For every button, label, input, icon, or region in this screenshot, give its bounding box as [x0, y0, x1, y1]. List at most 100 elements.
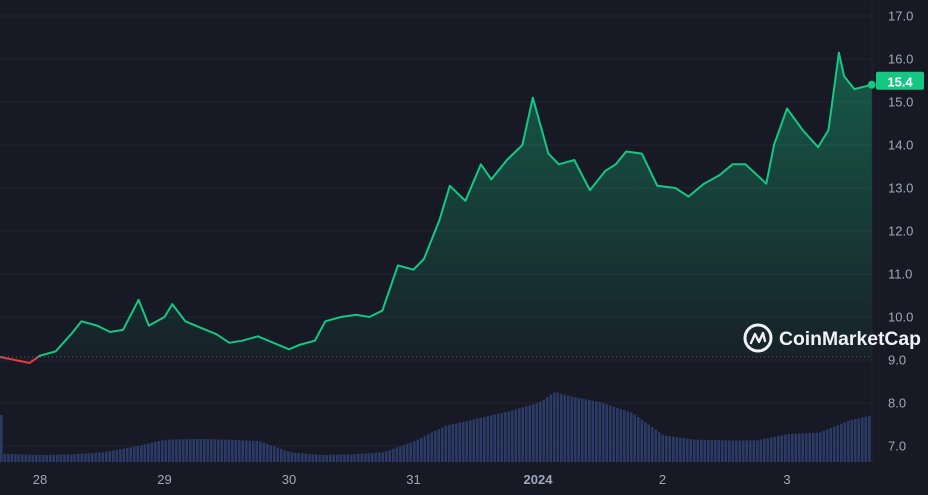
volume-bar: [714, 440, 717, 462]
volume-bar: [178, 439, 182, 462]
volume-bar: [423, 436, 427, 462]
volume-bar: [290, 452, 294, 462]
volume-bar: [241, 440, 245, 462]
volume-bar: [672, 436, 675, 462]
volume-bar: [707, 439, 710, 462]
volume-bar: [654, 429, 658, 462]
volume-bar: [276, 447, 280, 462]
volume-bar: [280, 448, 283, 462]
volume-bar: [868, 415, 871, 462]
volume-bar: [668, 436, 672, 462]
volume-bar: [546, 397, 549, 462]
volume-bar: [329, 454, 332, 462]
volume-bar: [556, 392, 560, 462]
volume-bar: [465, 420, 469, 462]
volume-bar: [196, 438, 199, 462]
volume-bar: [616, 407, 619, 462]
volume-bar: [805, 433, 808, 462]
volume-bar: [350, 454, 353, 462]
volume-bar: [185, 439, 189, 462]
volume-bar: [427, 434, 430, 462]
volume-bar: [35, 454, 38, 462]
volume-bar: [798, 433, 801, 462]
volume-bar: [742, 440, 745, 462]
volume-bar: [595, 401, 598, 462]
volume-bar: [381, 452, 385, 462]
volume-bar: [84, 453, 87, 462]
volume-bar: [91, 452, 94, 462]
volume-bar: [297, 452, 301, 462]
volume-bar: [0, 415, 3, 462]
volume-bar: [633, 414, 637, 462]
volume-bar: [266, 443, 269, 462]
volume-bar: [791, 433, 794, 462]
volume-bar: [542, 399, 546, 462]
volume-bar: [63, 454, 66, 462]
volume-bar: [675, 437, 679, 462]
volume-bar: [598, 402, 602, 462]
y-tick-label: 8.0: [888, 396, 906, 411]
volume-bar: [399, 446, 402, 462]
volume-bar: [511, 410, 514, 462]
volume-bar: [77, 453, 80, 462]
y-tick-label: 15.0: [888, 95, 913, 110]
volume-bar: [346, 454, 350, 462]
volume-bar: [497, 413, 500, 462]
volume-bar: [731, 440, 735, 462]
volume-bar: [525, 406, 528, 462]
volume-bar: [784, 434, 787, 462]
x-tick-label: 2024: [524, 472, 554, 487]
volume-bar: [10, 453, 14, 462]
volume-bar: [651, 427, 654, 462]
current-price-label: 15.4: [887, 74, 913, 89]
coinmarketcap-watermark: CoinMarketCap: [743, 323, 921, 353]
volume-bar: [56, 454, 59, 462]
volume-bar: [224, 439, 227, 462]
volume-bar: [339, 454, 343, 462]
volume-bar: [770, 437, 773, 462]
volume-bar: [94, 452, 98, 462]
volume-bar: [451, 424, 455, 462]
volume-bar: [147, 443, 150, 462]
volume-bar: [189, 439, 192, 462]
volume-bar: [493, 414, 497, 462]
volume-bar: [203, 439, 206, 462]
volume-bar: [108, 451, 112, 462]
volume-bar: [521, 407, 525, 462]
volume-bar: [679, 437, 682, 462]
volume-bar: [756, 440, 759, 462]
volume-bar: [469, 420, 472, 462]
volume-bar: [591, 400, 595, 462]
volume-bar: [238, 440, 241, 462]
x-tick-label: 29: [157, 472, 171, 487]
volume-bar: [455, 423, 458, 462]
volume-bar: [462, 421, 465, 462]
volume-bar: [476, 418, 479, 462]
x-tick-label: 31: [406, 472, 420, 487]
volume-bar: [154, 441, 157, 462]
volume-bar: [353, 454, 357, 462]
volume-bar: [532, 404, 535, 462]
volume-bar: [360, 453, 364, 462]
volume-bar: [287, 451, 290, 462]
volume-bar: [623, 410, 626, 462]
volume-bar: [199, 438, 203, 462]
volume-bar: [255, 440, 259, 462]
volume-bar: [857, 418, 861, 462]
volume-bar: [7, 453, 10, 462]
volume-bar: [843, 422, 847, 462]
volume-bar: [143, 444, 147, 462]
volume-bar: [717, 440, 721, 462]
volume-bar: [665, 435, 668, 462]
volume-bar: [759, 439, 763, 462]
volume-bar: [171, 439, 175, 462]
volume-bar: [325, 454, 329, 462]
volume-bar: [661, 434, 665, 462]
y-tick-label: 7.0: [888, 439, 906, 454]
volume-bar: [780, 435, 784, 462]
volume-bar: [437, 429, 441, 462]
volume-bar: [584, 399, 588, 462]
volume-bar: [406, 443, 409, 462]
volume-bar: [371, 452, 374, 462]
